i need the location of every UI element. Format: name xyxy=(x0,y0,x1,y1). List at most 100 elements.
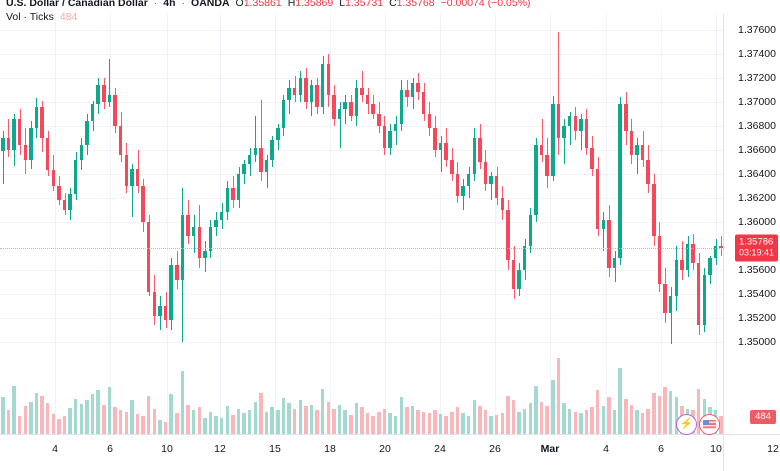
volume-bar xyxy=(292,408,297,434)
candle-body xyxy=(225,188,230,213)
lightning-icon[interactable]: ⚡ xyxy=(676,414,697,435)
volume-bar xyxy=(579,413,583,434)
candle-body xyxy=(34,106,39,129)
candle-body xyxy=(74,159,78,195)
candle-body xyxy=(719,246,723,249)
candle-wick xyxy=(109,58,110,107)
grid-line-horizontal xyxy=(0,54,724,55)
grid-line-vertical xyxy=(110,14,111,434)
candle-body xyxy=(612,258,617,268)
candle-body xyxy=(253,147,258,155)
grid-line-horizontal xyxy=(0,126,724,127)
candle-wick xyxy=(570,111,571,146)
candle-body xyxy=(203,250,207,258)
candle-body xyxy=(236,174,241,201)
time-tick-label: 10 xyxy=(161,443,173,455)
volume-bar xyxy=(421,411,426,434)
candle-wick xyxy=(542,118,543,162)
volume-bar xyxy=(500,413,505,434)
candle-body xyxy=(17,118,22,146)
candle-wick xyxy=(396,116,397,146)
candle-body xyxy=(51,170,56,186)
time-tick-label: 10 xyxy=(710,443,722,455)
volume-bar xyxy=(567,408,572,434)
volume-bar xyxy=(191,410,196,434)
volume-bar xyxy=(326,401,331,434)
grid-line-vertical xyxy=(716,14,717,434)
us-flag-icon[interactable] xyxy=(699,414,720,435)
candle-body xyxy=(85,121,89,146)
candle-body xyxy=(57,186,61,201)
price-plot-area[interactable] xyxy=(0,14,724,434)
candle-body xyxy=(371,104,375,114)
volume-bar xyxy=(410,406,415,434)
time-tick-label: 6 xyxy=(107,443,113,455)
candle-body xyxy=(45,138,50,171)
volume-bar xyxy=(640,413,645,434)
volume-bar xyxy=(203,417,207,434)
exchange-label[interactable]: OANDA xyxy=(191,0,230,9)
volume-bar xyxy=(657,395,662,434)
candle-body xyxy=(629,130,634,155)
candle-body xyxy=(500,198,505,210)
candle-body xyxy=(337,109,342,119)
time-scale[interactable]: 4 6 10 12 15 18 20 24 26 Mar 4 6 10 12 xyxy=(0,434,780,471)
candle-body xyxy=(96,85,100,105)
volume-bar xyxy=(697,388,701,434)
candle-body xyxy=(455,174,460,196)
candle-body xyxy=(523,246,527,270)
price-countdown: 03:19:41 xyxy=(738,247,774,258)
volume-label[interactable]: Vol · Ticks xyxy=(6,11,54,23)
candle-wick xyxy=(558,32,559,155)
session-chips[interactable]: ⚡ xyxy=(676,414,720,435)
volume-bar xyxy=(483,410,488,434)
volume-bar xyxy=(365,412,370,434)
candle-body xyxy=(461,186,465,196)
candle-body xyxy=(292,87,297,95)
time-tick-label: 18 xyxy=(324,443,336,455)
volume-bar xyxy=(34,392,39,434)
grid-line-horizontal xyxy=(0,150,724,151)
volume-bar xyxy=(309,404,314,434)
price-tick-label: 1.35000 xyxy=(738,336,776,348)
legend-separator-1: · xyxy=(153,0,158,9)
candle-body xyxy=(410,82,415,98)
volume-bar xyxy=(472,400,476,434)
candle-body xyxy=(584,118,589,148)
candle-body xyxy=(640,145,645,160)
candle-body xyxy=(450,159,454,174)
candle-body xyxy=(146,222,151,292)
price-scale[interactable]: 1.37600 1.37400 1.37200 1.37000 1.36800 1.366… xyxy=(723,14,780,434)
symbol-title[interactable]: U.S. Dollar / Canadian Dollar xyxy=(6,0,148,9)
candle-body xyxy=(466,174,471,186)
candle-body xyxy=(517,270,521,290)
candle-body xyxy=(175,265,179,280)
candle-body xyxy=(691,243,695,263)
volume-bar xyxy=(315,410,319,434)
volume-bar xyxy=(23,406,27,434)
volume-bar xyxy=(186,404,190,434)
volume-bar xyxy=(601,406,606,434)
grid-line-horizontal xyxy=(0,102,724,103)
volume-bar xyxy=(646,408,650,434)
grid-line-vertical xyxy=(275,14,276,434)
interval-label[interactable]: 4h xyxy=(163,0,176,9)
candle-body xyxy=(573,116,577,131)
volume-bar xyxy=(668,391,673,434)
volume-bar xyxy=(85,400,89,434)
candle-body xyxy=(680,260,684,270)
candle-body xyxy=(399,90,404,124)
volume-bar xyxy=(79,403,84,434)
current-price-badge[interactable]: 1.35786 03:19:41 xyxy=(734,234,778,262)
volume-bar xyxy=(287,403,291,434)
ohlc-close: C1.35768 xyxy=(389,0,435,10)
grid-line-horizontal xyxy=(0,342,724,343)
close-key: C xyxy=(389,0,397,9)
volume-badge[interactable]: 484 xyxy=(750,410,776,424)
candle-body xyxy=(421,92,426,114)
volume-bar xyxy=(556,358,561,434)
volume-bar xyxy=(584,410,589,434)
candle-body xyxy=(214,219,218,227)
volume-bar xyxy=(635,410,639,434)
